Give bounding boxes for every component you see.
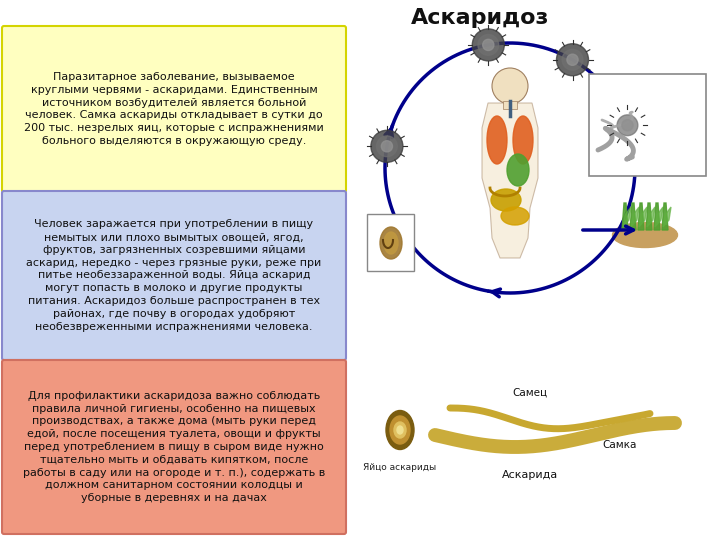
Circle shape <box>377 136 397 157</box>
Text: Человек заражается при употреблении в пищу
немытых или плохо вымытых овощей, яго: Человек заражается при употреблении в пи… <box>27 219 322 332</box>
Circle shape <box>472 29 504 61</box>
Ellipse shape <box>487 116 507 164</box>
Ellipse shape <box>386 410 414 449</box>
Ellipse shape <box>380 227 402 259</box>
Ellipse shape <box>384 232 398 254</box>
Text: Аскарида: Аскарида <box>502 470 558 480</box>
FancyBboxPatch shape <box>2 191 346 360</box>
Ellipse shape <box>390 416 410 444</box>
Text: Самка: Самка <box>603 440 637 450</box>
Polygon shape <box>482 103 538 258</box>
Ellipse shape <box>394 422 406 438</box>
Ellipse shape <box>491 189 521 211</box>
Text: Яйцо аскариды: Яйцо аскариды <box>364 463 436 472</box>
Text: Паразитарное заболевание, вызываемое
круглыми червями - аскаридами. Единственным: Паразитарное заболевание, вызываемое кру… <box>24 72 324 146</box>
Circle shape <box>557 44 588 76</box>
Polygon shape <box>638 203 644 230</box>
FancyBboxPatch shape <box>367 214 414 271</box>
Ellipse shape <box>513 116 533 164</box>
Bar <box>503 101 517 109</box>
Polygon shape <box>631 207 639 227</box>
Polygon shape <box>639 207 647 227</box>
Polygon shape <box>622 203 628 230</box>
Text: Самец: Самец <box>513 388 548 398</box>
Circle shape <box>478 35 499 55</box>
Polygon shape <box>646 203 652 230</box>
FancyBboxPatch shape <box>2 26 346 192</box>
Ellipse shape <box>613 222 678 247</box>
Circle shape <box>382 141 392 152</box>
Ellipse shape <box>501 207 529 225</box>
Circle shape <box>617 115 638 136</box>
Text: Аскаридоз: Аскаридоз <box>411 8 549 28</box>
Polygon shape <box>654 203 660 230</box>
Circle shape <box>562 49 583 70</box>
FancyBboxPatch shape <box>589 74 706 176</box>
Polygon shape <box>663 207 671 227</box>
Ellipse shape <box>507 154 529 186</box>
Circle shape <box>611 109 644 141</box>
Polygon shape <box>623 207 631 227</box>
FancyBboxPatch shape <box>2 360 346 534</box>
Circle shape <box>567 54 578 65</box>
Polygon shape <box>647 207 655 227</box>
Polygon shape <box>655 207 663 227</box>
Ellipse shape <box>397 426 403 434</box>
Circle shape <box>371 130 403 163</box>
Polygon shape <box>630 203 636 230</box>
Circle shape <box>622 120 633 131</box>
Circle shape <box>492 68 528 104</box>
Polygon shape <box>662 203 668 230</box>
Circle shape <box>482 39 494 51</box>
Text: Для профилактики аскаридоза важно соблюдать
правила личной гигиены, особенно на : Для профилактики аскаридоза важно соблюд… <box>23 391 325 503</box>
